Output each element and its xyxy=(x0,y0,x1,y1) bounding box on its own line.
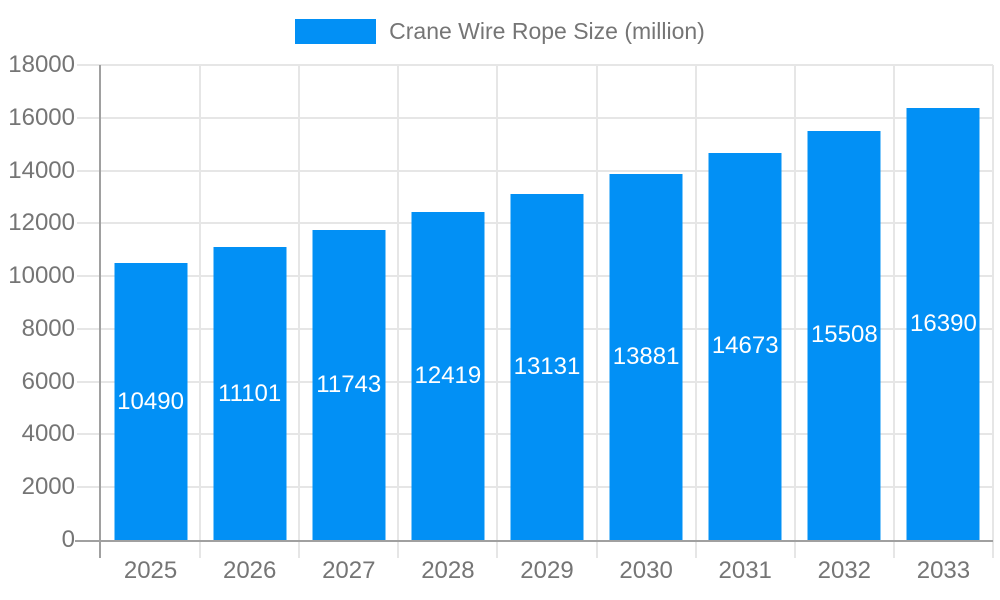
x-axis-tick-label: 2030 xyxy=(619,557,673,584)
x-axis-tick-label: 2028 xyxy=(421,557,475,584)
category-cell: 14673 2031 xyxy=(696,65,795,584)
category-cell: 10490 2025 xyxy=(101,65,200,584)
x-axis-tick-label: 2026 xyxy=(222,557,277,584)
category-cell: 13881 2030 xyxy=(597,65,696,584)
y-axis-tick-label: 12000 xyxy=(8,209,75,237)
bar-value-label: 13131 xyxy=(513,352,581,380)
bar-value-label: 13881 xyxy=(612,342,680,370)
y-axis-tick-label: 4000 xyxy=(21,420,75,448)
y-axis-tick-label: 16000 xyxy=(8,103,75,131)
y-gridline xyxy=(77,116,993,119)
category-cell: 11743 2027 xyxy=(299,65,398,584)
y-axis-tick-label: 6000 xyxy=(21,367,75,395)
y-gridline xyxy=(77,64,993,66)
category-cell: 13131 2029 xyxy=(497,65,596,584)
bar: 10490 xyxy=(114,263,188,540)
x-gridline xyxy=(892,65,895,558)
bar: 13881 xyxy=(609,173,683,540)
y-axis-tick-label: 10000 xyxy=(8,262,75,290)
bar: 15508 xyxy=(807,130,881,540)
bar: 12419 xyxy=(411,212,485,540)
y-axis-tick-label: 14000 xyxy=(8,156,75,184)
x-axis-tick-label: 2031 xyxy=(718,557,772,584)
x-axis-tick-label: 2032 xyxy=(817,557,872,584)
x-axis-tick-label: 2033 xyxy=(916,557,971,584)
category-cell: 16390 2033 xyxy=(894,65,993,584)
x-gridline xyxy=(793,65,796,558)
x-axis-tick-label: 2027 xyxy=(322,557,376,584)
legend-swatch xyxy=(295,19,377,45)
x-gridline xyxy=(298,65,301,558)
x-gridline xyxy=(496,65,499,558)
x-gridline xyxy=(992,65,994,558)
bar: 14673 xyxy=(708,152,782,540)
bar-value-label: 14673 xyxy=(711,332,779,360)
bar-value-label: 11743 xyxy=(316,371,382,399)
x-gridline xyxy=(397,65,400,558)
category-cell: 11101 2026 xyxy=(200,65,299,584)
legend-label: Crane Wire Rope Size (million) xyxy=(389,18,705,44)
bar-value-label: 12419 xyxy=(414,362,482,390)
bar: 16390 xyxy=(906,107,980,540)
y-gridline xyxy=(77,169,993,172)
bar: 11101 xyxy=(213,247,287,540)
category-cell: 15508 2032 xyxy=(795,65,894,584)
x-axis-tick-label: 2025 xyxy=(123,557,178,584)
plot-area: 0 2000 4000 6000 8000 10000 12000 14000 16000 180… xyxy=(8,53,994,584)
bar-value-label: 11101 xyxy=(218,379,282,407)
bar-value-label: 15508 xyxy=(810,321,878,349)
y-axis-tick-label: 18000 xyxy=(8,51,75,78)
x-gridline xyxy=(199,65,202,558)
category-cell: 12419 2028 xyxy=(398,65,497,584)
bar: 11743 xyxy=(312,230,386,540)
bar-value-label: 16390 xyxy=(910,309,977,337)
bar: 13131 xyxy=(510,193,584,540)
x-gridline xyxy=(694,65,697,558)
y-axis-tick-label: 2000 xyxy=(21,473,75,501)
legend: Crane Wire Rope Size (million) xyxy=(0,18,1000,46)
x-axis-tick-label: 2029 xyxy=(520,557,574,584)
y-axis-tick-label: 8000 xyxy=(21,314,75,342)
bar-value-label: 10490 xyxy=(117,387,184,415)
y-axis-tick-label: 0 xyxy=(61,526,75,553)
x-axis-line xyxy=(75,540,993,542)
x-gridline xyxy=(595,65,598,558)
y-axis-line xyxy=(99,65,101,558)
bar-cells: 10490 2025 11101 2026 11743 2027 12419 2028 1313… xyxy=(101,65,993,584)
